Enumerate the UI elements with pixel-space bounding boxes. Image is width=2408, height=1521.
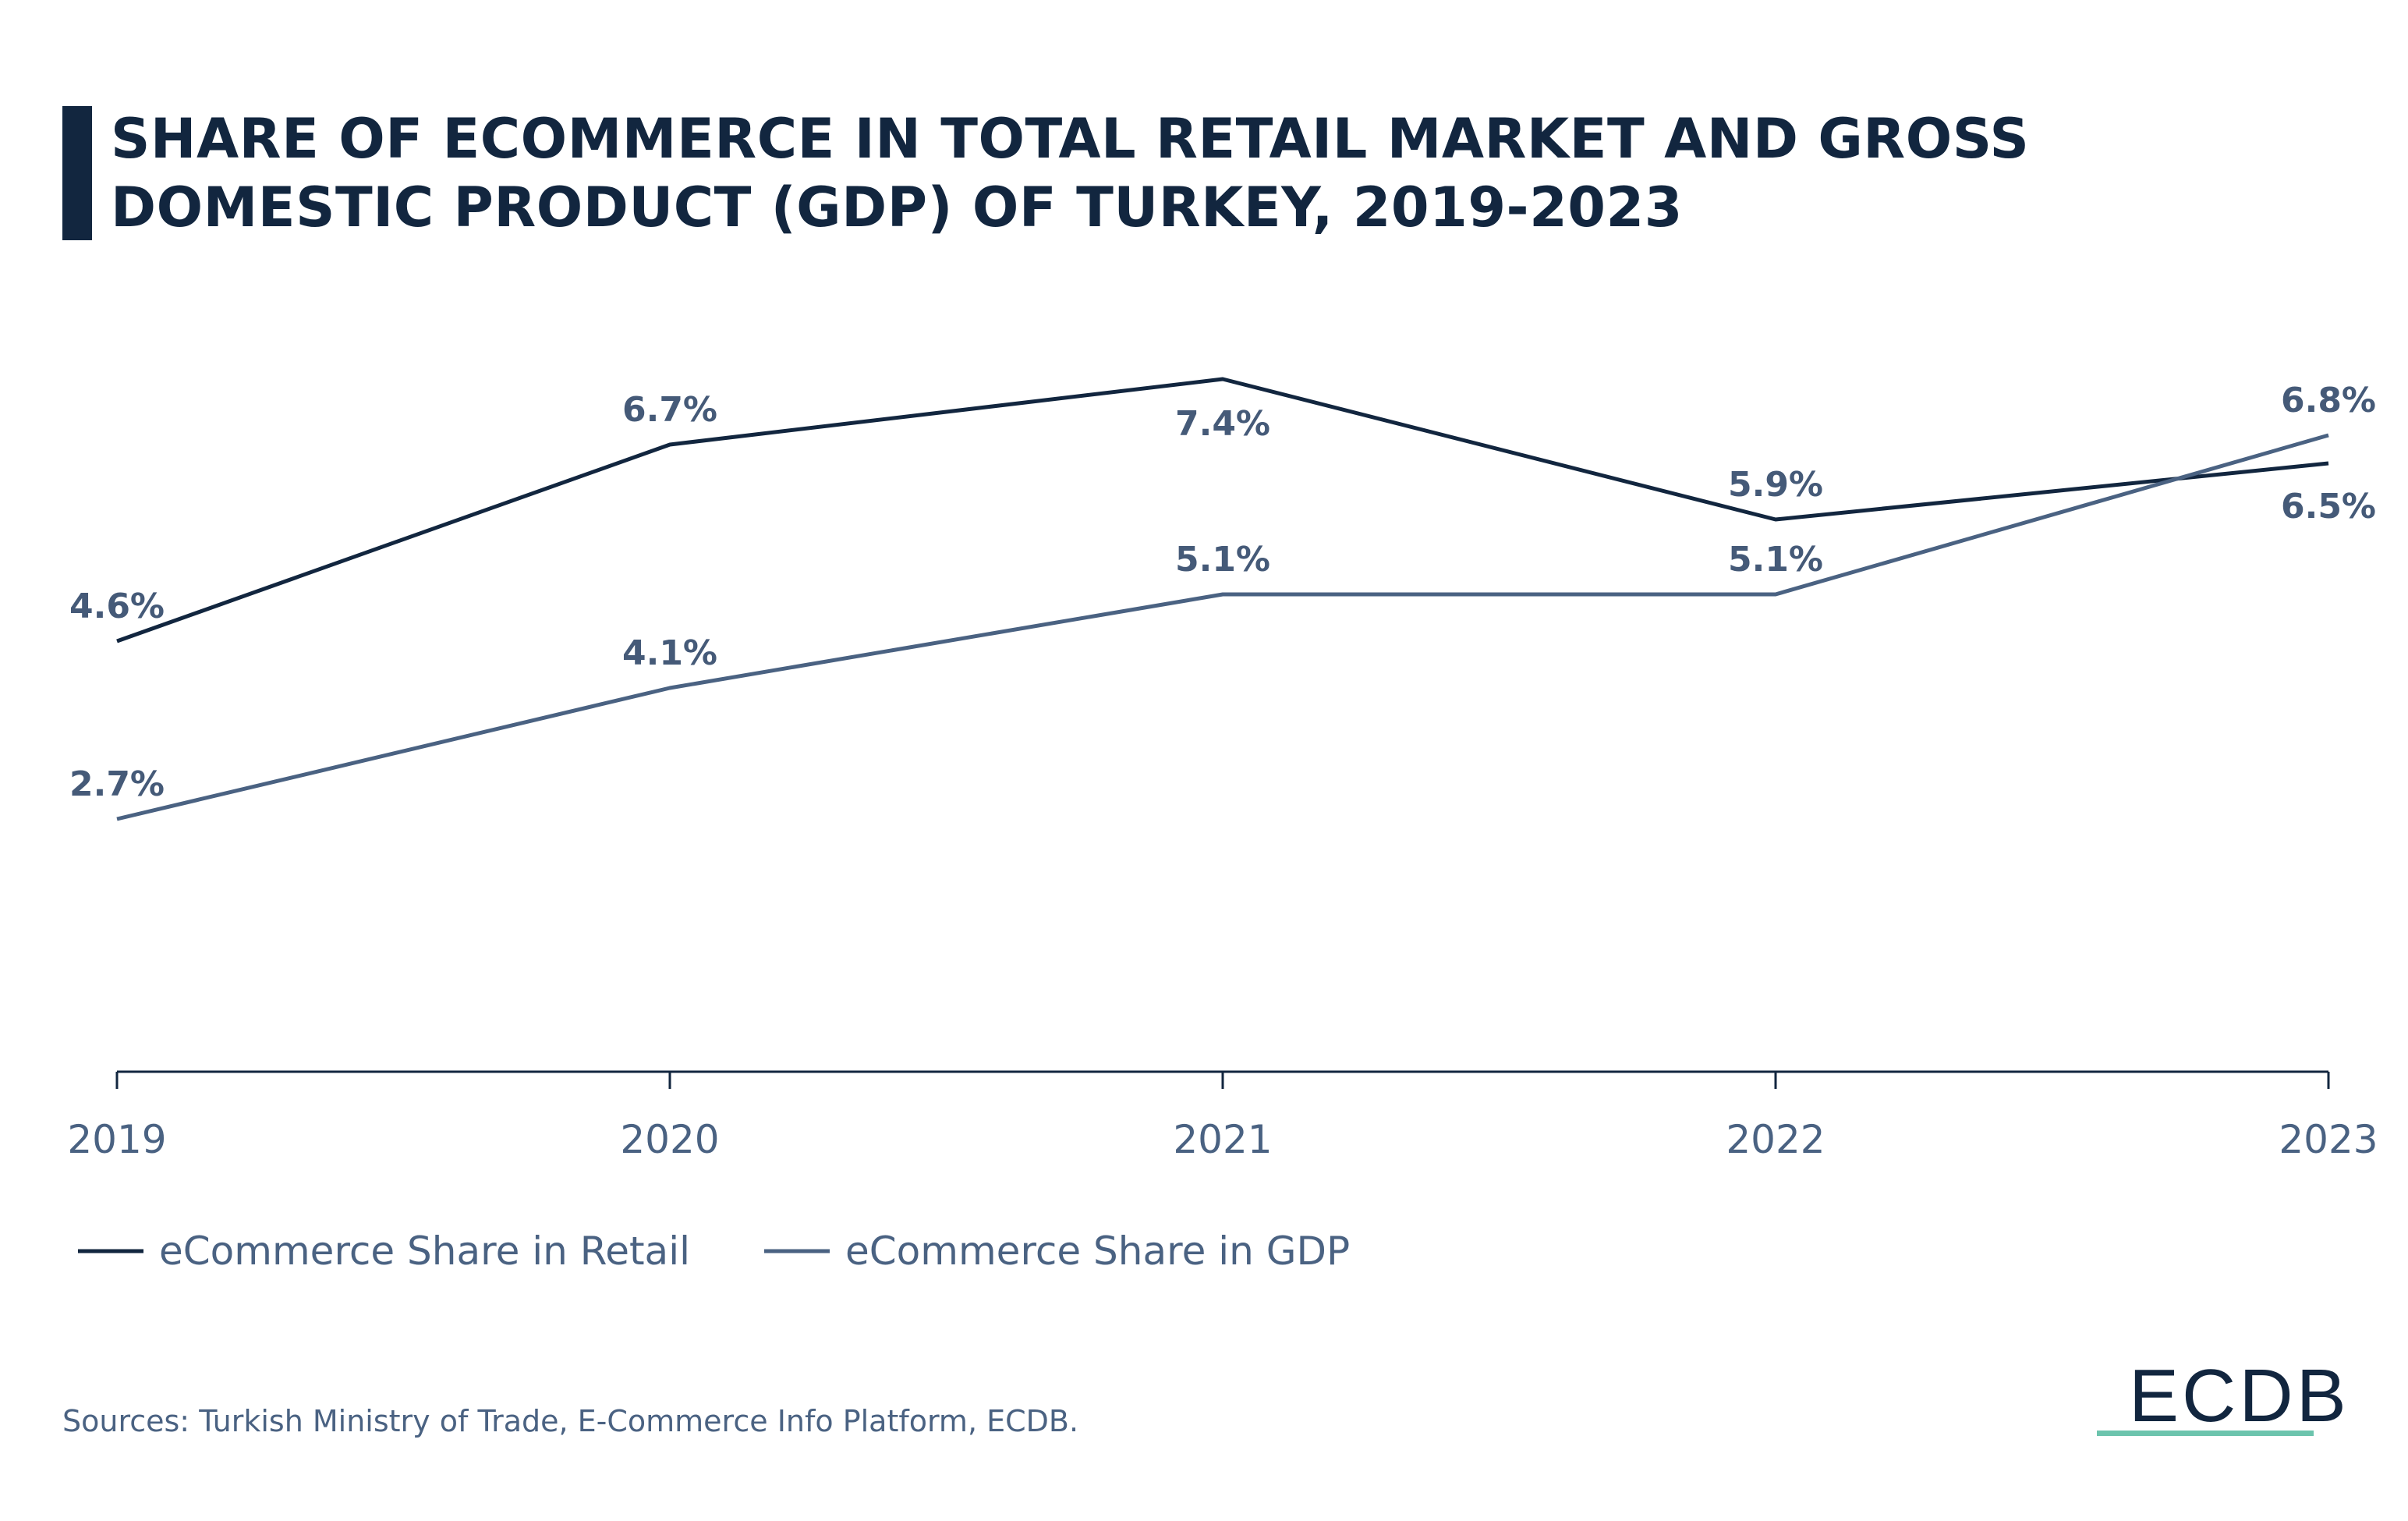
data-label: 6.8% xyxy=(2281,381,2376,420)
x-tick-label-2022: 2022 xyxy=(1726,1117,1825,1162)
data-label: 5.1% xyxy=(1728,540,1823,580)
x-tick-label-2019: 2019 xyxy=(67,1117,166,1162)
logo-underline xyxy=(2097,1431,2314,1436)
x-tick-label-2023: 2023 xyxy=(2279,1117,2378,1162)
x-tick-label-2020: 2020 xyxy=(620,1117,719,1162)
data-label: 4.6% xyxy=(69,587,165,626)
source-note: Sources: Turkish Ministry of Trade, E-Co… xyxy=(62,1404,1079,1438)
data-label: 5.1% xyxy=(1175,540,1270,580)
ecdb-logo: ECDB xyxy=(2129,1354,2350,1438)
chart-title: SHARE OF ECOMMERCE IN TOTAL RETAIL MARKE… xyxy=(111,107,2030,239)
data-label: 2.7% xyxy=(69,764,165,804)
x-tick-label-2021: 2021 xyxy=(1173,1117,1272,1162)
data-label: 6.7% xyxy=(622,390,717,430)
legend-label: eCommerce Share in GDP xyxy=(845,1228,1350,1274)
data-label: 7.4% xyxy=(1175,404,1270,444)
series-line-gdp xyxy=(116,433,2329,821)
data-label: 4.1% xyxy=(622,633,717,673)
data-label: 5.9% xyxy=(1728,465,1823,505)
data-label: 6.5% xyxy=(2281,487,2376,526)
title-accent-bar xyxy=(62,106,92,240)
legend-label: eCommerce Share in Retail xyxy=(159,1228,690,1274)
